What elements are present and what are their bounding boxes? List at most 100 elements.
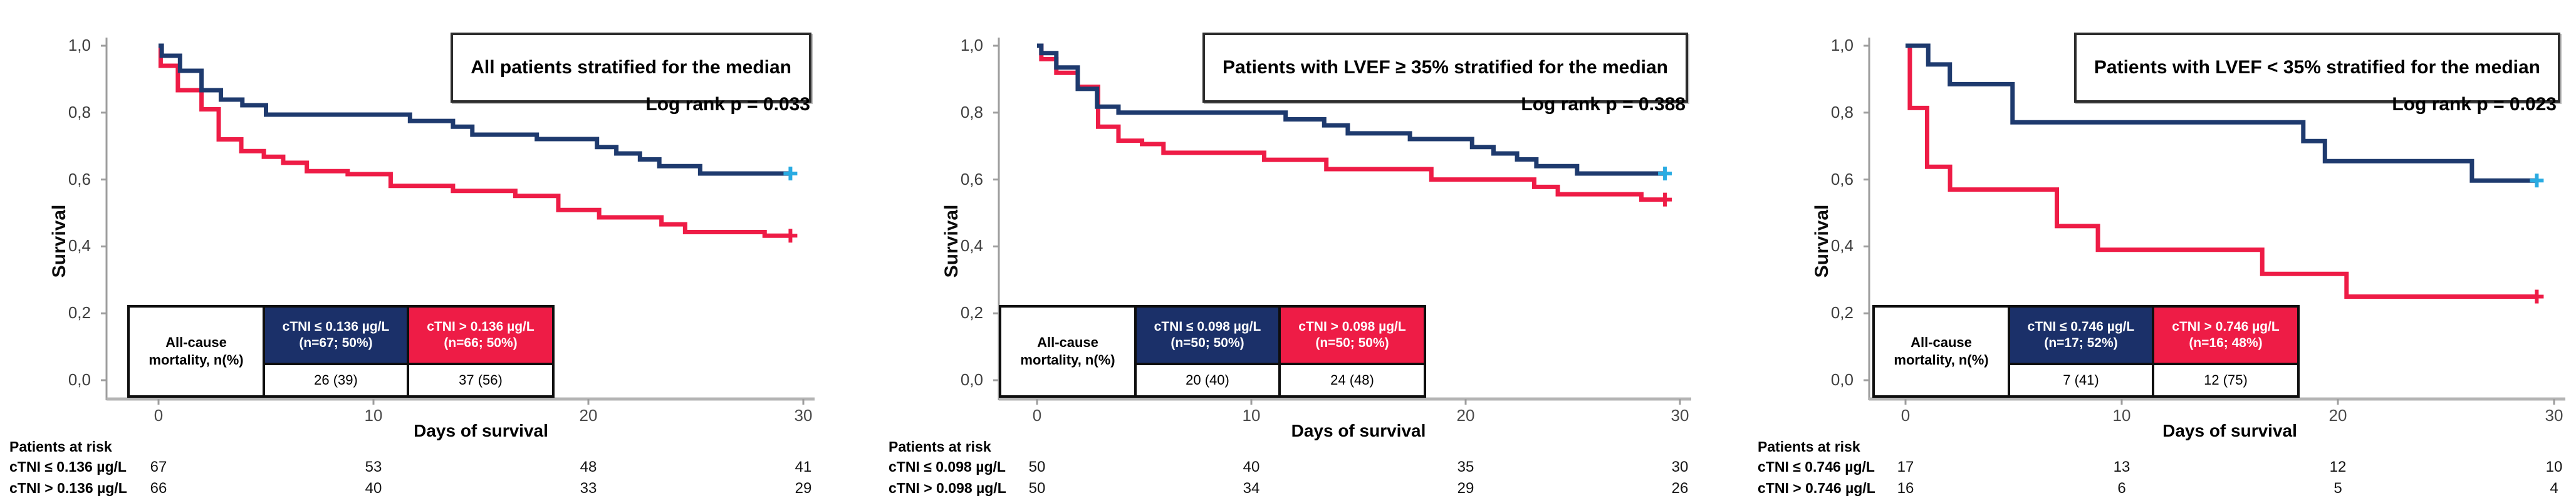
row-header-line: mortality, n(%) (1894, 352, 1989, 368)
y-tick-label: 1,0 (68, 36, 91, 54)
at-risk-value: 13 (2113, 459, 2130, 475)
group-high-header: cTNI > 0.746 µg/L (n=16; 48%) (2154, 308, 2297, 363)
y-tick-label: 0,2 (960, 303, 983, 323)
y-tick-label: 0,6 (960, 169, 983, 189)
x-tick-label: 0 (1901, 406, 1911, 425)
group-low-value: 20 (40) (1137, 363, 1278, 395)
y-tick-label: 0,6 (1830, 169, 1854, 189)
at-risk-value: 26 (1671, 480, 1689, 497)
at-risk-value: 48 (580, 459, 597, 475)
mortality-table: All-cause mortality, n(%) cTNI ≤ 0.746 µ… (1872, 305, 2300, 398)
at-risk-value: 50 (1028, 480, 1046, 497)
x-axis-label: Days of survival (414, 421, 548, 440)
at-risk-row-label-low: cTNI ≤ 0.098 µg/L (889, 459, 1006, 475)
y-tick-label: 0,8 (1830, 102, 1854, 122)
at-risk-value: 4 (2550, 480, 2558, 497)
km-curve-high-group (158, 43, 791, 238)
mortality-table: All-cause mortality, n(%) cTNI ≤ 0.098 µ… (999, 305, 1426, 398)
y-tick-label: 0,6 (68, 169, 91, 189)
km-curve-high-group (1906, 43, 2537, 299)
at-risk-row-label-low: cTNI ≤ 0.136 µg/L (9, 459, 127, 475)
mortality-table-row-header: All-cause mortality, n(%) (130, 308, 265, 395)
y-tick-label: 0,0 (68, 370, 91, 389)
at-risk-value: 6 (2117, 480, 2126, 497)
y-tick-label: 0,8 (960, 102, 983, 122)
row-header-line: mortality, n(%) (1020, 352, 1115, 368)
survival-plot (101, 38, 815, 405)
at-risk-value: 17 (1897, 459, 1914, 475)
group-header-line: (n=67; 50%) (299, 336, 373, 350)
at-risk-value: 12 (2329, 459, 2347, 475)
at-risk-value: 33 (580, 480, 597, 497)
km-panel-all-patients: Survival 1,0 0,8 0,6 0,4 0,2 0,0 All pat… (0, 0, 858, 503)
at-risk-value: 40 (365, 480, 382, 497)
at-risk-row-label-high: cTNI > 0.746 µg/L (1758, 480, 1875, 496)
y-tick-label: 0,0 (960, 370, 983, 389)
y-tick-label: 0,8 (68, 102, 91, 122)
mortality-table-group-high: cTNI > 0.136 µg/L (n=66; 50%) 37 (56) (409, 308, 552, 395)
km-panel-lvef-lt-35: Survival 1,0 0,8 0,6 0,4 0,2 0,0 Patient… (1718, 0, 2576, 503)
at-risk-value: 35 (1457, 459, 1474, 475)
y-tick-label: 0,4 (1830, 236, 1854, 256)
group-header-line: (n=50; 50%) (1171, 336, 1244, 350)
at-risk-value: 34 (1243, 480, 1260, 497)
row-header-line: All-cause (1037, 334, 1098, 350)
panel-title: Patients with LVEF ≥ 35% stratified for … (1202, 33, 1688, 103)
at-risk-row-label-high: cTNI > 0.136 µg/L (9, 480, 127, 496)
x-tick-label: 10 (364, 406, 383, 425)
group-low-value: 26 (39) (265, 363, 407, 395)
x-axis-label: Days of survival (2162, 421, 2297, 440)
log-rank-text: Log rank p = 0.023 (2392, 94, 2557, 115)
at-risk-value: 30 (1671, 459, 1689, 475)
group-header-line: (n=66; 50%) (444, 336, 518, 350)
km-panel-lvef-ge-35: Survival 1,0 0,8 0,6 0,4 0,2 0,0 Patient… (858, 0, 1718, 503)
mortality-table-group-low: cTNI ≤ 0.098 µg/L (n=50; 50%) 20 (40) (1137, 308, 1281, 395)
x-tick-label: 10 (1242, 406, 1261, 425)
panel-title: All patients stratified for the median (451, 33, 811, 103)
row-header-line: All-cause (165, 334, 227, 350)
group-header-line: cTNI ≤ 0.136 µg/L (282, 319, 390, 334)
mortality-table-group-low: cTNI ≤ 0.746 µg/L (n=17; 52%) 7 (41) (2010, 308, 2154, 395)
group-high-value: 37 (56) (409, 363, 552, 395)
group-low-header: cTNI ≤ 0.136 µg/L (n=67; 50%) (265, 308, 407, 363)
x-tick-label: 10 (2112, 406, 2131, 425)
at-risk-value: 53 (365, 459, 382, 475)
patients-at-risk-label: Patients at risk (9, 438, 112, 455)
group-header-line: (n=50; 50%) (1315, 336, 1389, 350)
group-header-line: cTNI > 0.098 µg/L (1298, 319, 1406, 334)
y-tick-label: 1,0 (960, 36, 983, 54)
survival-plot (993, 38, 1691, 405)
group-low-header: cTNI ≤ 0.098 µg/L (n=50; 50%) (1137, 308, 1278, 363)
row-header-line: mortality, n(%) (149, 352, 244, 368)
group-header-line: cTNI > 0.136 µg/L (427, 319, 534, 334)
y-tick-label: 0,2 (1830, 303, 1854, 323)
at-risk-value: 29 (1457, 480, 1474, 497)
at-risk-value: 66 (150, 480, 167, 497)
mortality-table-row-header: All-cause mortality, n(%) (1875, 308, 2010, 395)
x-axis-label: Days of survival (1291, 421, 1426, 440)
panel-title: Patients with LVEF < 35% stratified for … (2073, 33, 2560, 103)
group-high-value: 24 (48) (1281, 363, 1424, 395)
x-tick-label: 20 (1456, 406, 1475, 425)
at-risk-value: 40 (1243, 459, 1260, 475)
at-risk-row-label-high: cTNI > 0.098 µg/L (889, 480, 1006, 496)
group-high-header: cTNI > 0.098 µg/L (n=50; 50%) (1281, 308, 1424, 363)
patients-at-risk-label: Patients at risk (889, 438, 991, 455)
at-risk-value: 67 (150, 459, 167, 475)
mortality-table: All-cause mortality, n(%) cTNI ≤ 0.136 µ… (127, 305, 555, 398)
at-risk-row-label-low: cTNI ≤ 0.746 µg/L (1758, 459, 1875, 475)
x-tick-label: 30 (2545, 406, 2563, 425)
x-tick-label: 30 (1671, 406, 1689, 425)
x-tick-label: 30 (794, 406, 813, 425)
y-tick-label: 0,4 (960, 236, 983, 256)
at-risk-value: 5 (2334, 480, 2342, 497)
mortality-table-group-high: cTNI > 0.098 µg/L (n=50; 50%) 24 (48) (1281, 308, 1424, 395)
group-header-line: (n=17; 52%) (2044, 336, 2118, 350)
patients-at-risk-label: Patients at risk (1758, 438, 1860, 455)
log-rank-text: Log rank p = 0.033 (645, 94, 810, 115)
row-header-line: All-cause (1911, 334, 1972, 350)
x-tick-label: 0 (1032, 406, 1042, 425)
mortality-table-row-header: All-cause mortality, n(%) (1001, 308, 1137, 395)
km-curve-low-group (1037, 43, 1666, 176)
at-risk-value: 10 (2545, 459, 2563, 475)
